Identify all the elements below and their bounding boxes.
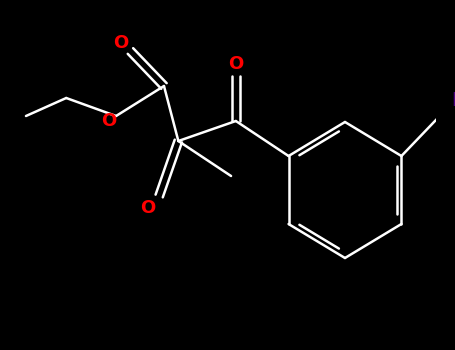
Text: O: O <box>140 199 155 217</box>
Text: O: O <box>228 55 243 73</box>
Text: O: O <box>101 112 116 130</box>
Text: O: O <box>113 34 128 52</box>
Text: I: I <box>451 91 455 110</box>
